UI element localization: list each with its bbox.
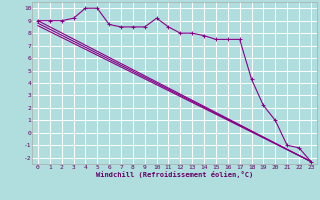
X-axis label: Windchill (Refroidissement éolien,°C): Windchill (Refroidissement éolien,°C) bbox=[96, 171, 253, 178]
